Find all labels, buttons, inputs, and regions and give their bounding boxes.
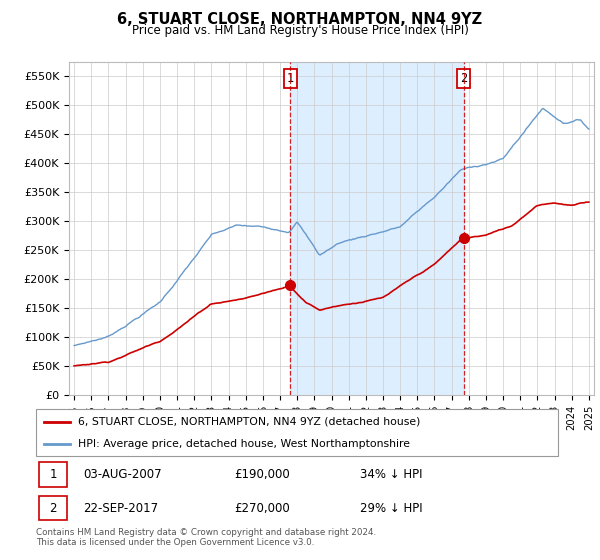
- Text: 6, STUART CLOSE, NORTHAMPTON, NN4 9YZ (detached house): 6, STUART CLOSE, NORTHAMPTON, NN4 9YZ (d…: [78, 417, 420, 427]
- Text: 1: 1: [49, 468, 57, 481]
- Text: £190,000: £190,000: [235, 468, 290, 481]
- Text: HPI: Average price, detached house, West Northamptonshire: HPI: Average price, detached house, West…: [78, 438, 410, 449]
- Text: 1: 1: [287, 72, 294, 85]
- Text: Contains HM Land Registry data © Crown copyright and database right 2024.
This d: Contains HM Land Registry data © Crown c…: [36, 528, 376, 547]
- Text: Price paid vs. HM Land Registry's House Price Index (HPI): Price paid vs. HM Land Registry's House …: [131, 24, 469, 37]
- Text: 03-AUG-2007: 03-AUG-2007: [83, 468, 161, 481]
- Bar: [290, 62, 464, 395]
- Text: 22-SEP-2017: 22-SEP-2017: [83, 502, 158, 515]
- FancyBboxPatch shape: [38, 463, 67, 487]
- Text: 2: 2: [49, 502, 57, 515]
- FancyBboxPatch shape: [36, 409, 558, 456]
- Text: 29% ↓ HPI: 29% ↓ HPI: [359, 502, 422, 515]
- Text: 2: 2: [460, 72, 467, 85]
- Text: £270,000: £270,000: [235, 502, 290, 515]
- FancyBboxPatch shape: [38, 496, 67, 520]
- Text: 6, STUART CLOSE, NORTHAMPTON, NN4 9YZ: 6, STUART CLOSE, NORTHAMPTON, NN4 9YZ: [118, 12, 482, 27]
- Text: 34% ↓ HPI: 34% ↓ HPI: [359, 468, 422, 481]
